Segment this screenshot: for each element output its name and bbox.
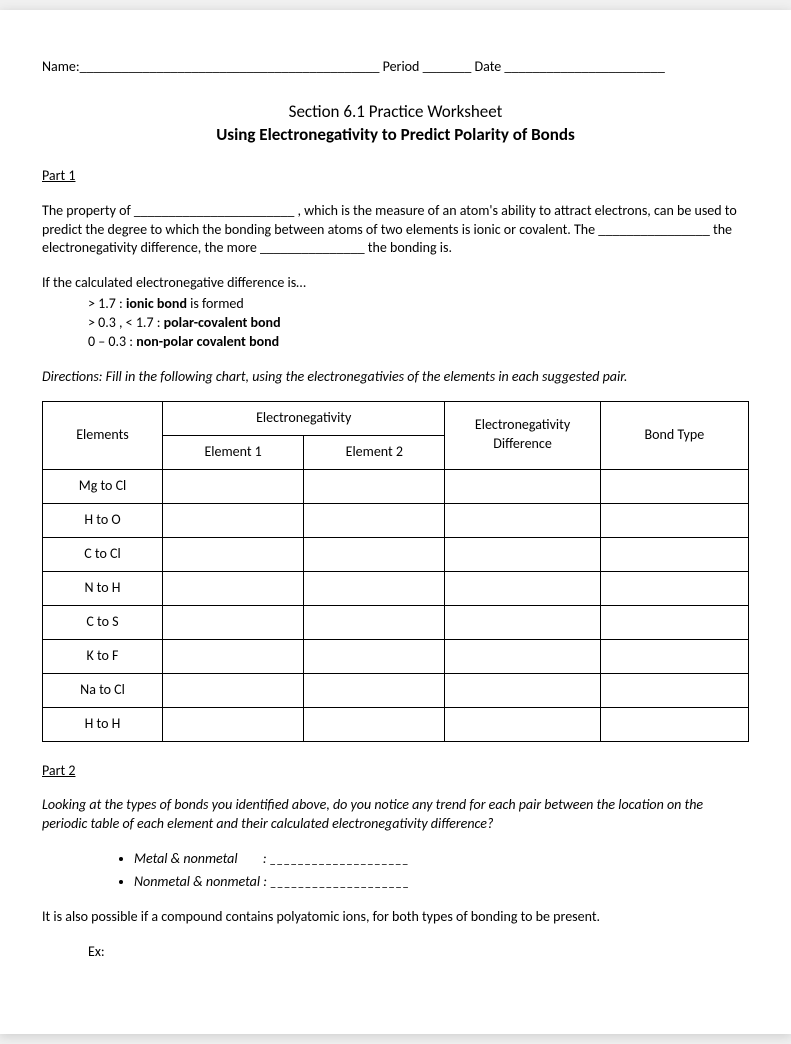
element-pair: N to H — [43, 571, 163, 605]
cell-bond[interactable] — [600, 469, 748, 503]
table-row: H to H — [43, 707, 749, 741]
rule1-a: > 1.7 : — [88, 295, 126, 312]
cell-diff[interactable] — [445, 503, 600, 537]
cell-diff[interactable] — [445, 673, 600, 707]
cell-e2[interactable] — [304, 537, 445, 571]
rule-nonpolar: 0 – 0.3 : non-polar covalent bond — [88, 333, 749, 352]
col-electronegativity: Electronegativity — [163, 401, 445, 435]
col-element1: Element 1 — [163, 435, 304, 469]
title-line1: Section 6.1 Practice Worksheet — [42, 101, 749, 124]
closing-text: It is also possible if a compound contai… — [42, 908, 749, 927]
bullet1-label: Metal & nonmetal — [134, 850, 238, 867]
title-line2: Using Electronegativity to Predict Polar… — [42, 124, 749, 147]
cell-e2[interactable] — [304, 503, 445, 537]
rule1-b: ionic bond — [126, 295, 187, 312]
part2-question: Looking at the types of bonds you identi… — [42, 796, 749, 834]
col-element2: Element 2 — [304, 435, 445, 469]
cell-e1[interactable] — [163, 605, 304, 639]
element-pair: H to H — [43, 707, 163, 741]
table-row: Mg to Cl — [43, 469, 749, 503]
bullet2-label: Nonmetal & nonmetal : — [134, 873, 270, 890]
cell-e2[interactable] — [304, 639, 445, 673]
rule-ionic: > 1.7 : ionic bond is formed — [88, 295, 749, 314]
bullet-metal-nonmetal: Metal & nonmetal : ____________________ — [134, 850, 749, 869]
directions-text: Directions: Fill in the following chart,… — [42, 368, 749, 387]
cell-e1[interactable] — [163, 537, 304, 571]
electronegativity-table: Elements Electronegativity Electronegati… — [42, 401, 749, 742]
cell-e2[interactable] — [304, 673, 445, 707]
element-pair: K to F — [43, 639, 163, 673]
example-label: Ex: — [88, 943, 749, 962]
cell-diff[interactable] — [445, 639, 600, 673]
cell-diff[interactable] — [445, 571, 600, 605]
title-block: Section 6.1 Practice Worksheet Using Ele… — [42, 101, 749, 147]
cell-bond[interactable] — [600, 537, 748, 571]
intro-paragraph: The property of _______________________ … — [42, 202, 749, 259]
element-pair: Mg to Cl — [43, 469, 163, 503]
rule1-c: is formed — [187, 295, 244, 312]
blank-bonding[interactable]: _______________ — [260, 239, 365, 256]
blank-degree[interactable]: ________________ — [598, 221, 710, 238]
cell-diff[interactable] — [445, 605, 600, 639]
col-elements: Elements — [43, 401, 163, 469]
table-row: Na to Cl — [43, 673, 749, 707]
bullet1-blank[interactable]: : ____________________ — [263, 850, 409, 867]
cell-diff[interactable] — [445, 707, 600, 741]
para1-text-a: The property of — [42, 202, 134, 219]
cell-bond[interactable] — [600, 707, 748, 741]
worksheet-page: Name:___________________________________… — [0, 10, 791, 1034]
element-pair: C to S — [43, 605, 163, 639]
table-row: C to Cl — [43, 537, 749, 571]
cell-e1[interactable] — [163, 707, 304, 741]
trend-bullets: Metal & nonmetal : ____________________ … — [134, 850, 749, 892]
element-pair: H to O — [43, 503, 163, 537]
name-label: Name: — [42, 58, 80, 75]
bullet-nonmetal-nonmetal: Nonmetal & nonmetal : __________________… — [134, 873, 749, 892]
cell-e2[interactable] — [304, 571, 445, 605]
table-row: C to S — [43, 605, 749, 639]
cell-e2[interactable] — [304, 469, 445, 503]
rule2-a: > 0.3 , < 1.7 : — [88, 314, 164, 331]
cell-diff[interactable] — [445, 537, 600, 571]
cell-e1[interactable] — [163, 673, 304, 707]
header-line: Name:___________________________________… — [42, 58, 749, 77]
period-label: Period — [383, 58, 420, 75]
bullet2-blank[interactable]: ____________________ — [270, 873, 409, 890]
table-header-row1: Elements Electronegativity Electronegati… — [43, 401, 749, 435]
col-difference: Electronegativity Difference — [445, 401, 600, 469]
date-label: Date — [475, 58, 502, 75]
cell-bond[interactable] — [600, 503, 748, 537]
cell-bond[interactable] — [600, 673, 748, 707]
calc-intro: If the calculated electronegative differ… — [42, 274, 749, 293]
rule3-b: non-polar covalent bond — [136, 333, 279, 350]
cell-bond[interactable] — [600, 639, 748, 673]
element-pair: C to Cl — [43, 537, 163, 571]
cell-bond[interactable] — [600, 605, 748, 639]
rules-block: > 1.7 : ionic bond is formed > 0.3 , < 1… — [88, 295, 749, 352]
element-pair: Na to Cl — [43, 673, 163, 707]
cell-e2[interactable] — [304, 605, 445, 639]
blank-property[interactable]: _______________________ — [134, 202, 294, 219]
rule2-b: polar-covalent bond — [164, 314, 281, 331]
cell-e1[interactable] — [163, 571, 304, 605]
cell-e1[interactable] — [163, 639, 304, 673]
name-blank[interactable]: ________________________________________… — [80, 58, 380, 75]
part1-heading: Part 1 — [42, 167, 749, 186]
period-blank[interactable]: _______ — [423, 58, 472, 75]
col-bondtype: Bond Type — [600, 401, 748, 469]
cell-e1[interactable] — [163, 469, 304, 503]
cell-e2[interactable] — [304, 707, 445, 741]
cell-bond[interactable] — [600, 571, 748, 605]
table-row: H to O — [43, 503, 749, 537]
table-row: K to F — [43, 639, 749, 673]
part2-heading: Part 2 — [42, 762, 749, 781]
cell-e1[interactable] — [163, 503, 304, 537]
date-blank[interactable]: _______________________ — [504, 58, 664, 75]
rule3-a: 0 – 0.3 : — [88, 333, 136, 350]
para1-text-d: the bonding is. — [365, 239, 452, 256]
rule-polar: > 0.3 , < 1.7 : polar-covalent bond — [88, 314, 749, 333]
cell-diff[interactable] — [445, 469, 600, 503]
table-row: N to H — [43, 571, 749, 605]
